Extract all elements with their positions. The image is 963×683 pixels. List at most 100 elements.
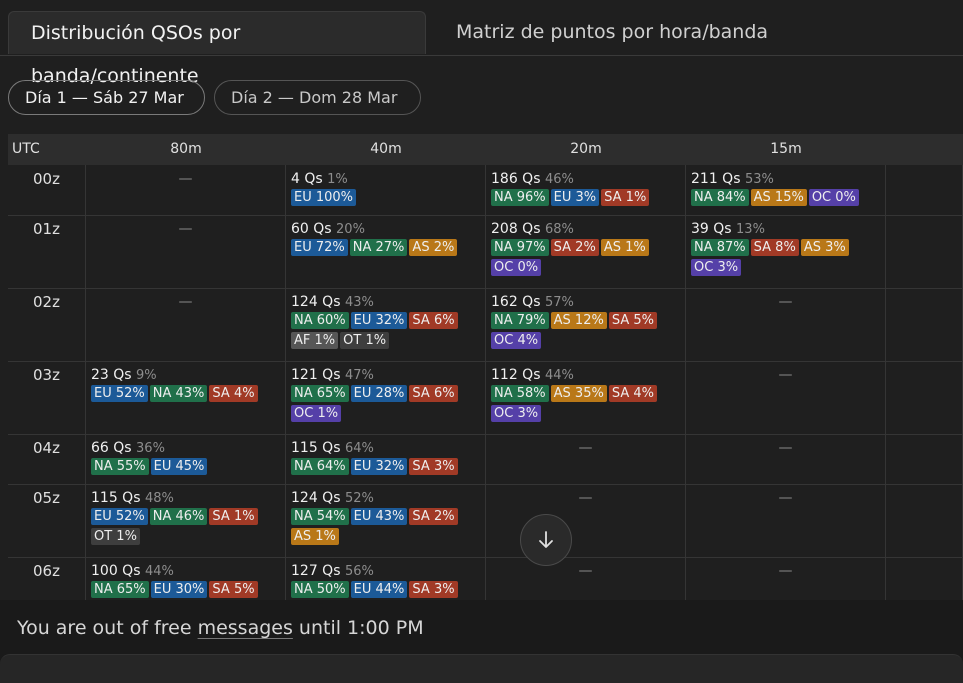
qso-count-value: 121 Qs [291,367,341,383]
continent-badge: EU 28% [350,385,408,402]
notice-suffix: until 1:00 PM [292,617,424,639]
qso-count-value: 186 Qs [491,171,541,187]
utc-cell: 05z [8,484,86,557]
qso-percent: 43% [344,295,374,310]
messages-link[interactable]: messages [197,617,293,639]
qso-percent: 48% [144,491,174,506]
band-cell: 115 Qs 64% NA 64% EU 32% SA 3% [286,434,486,484]
table-header: UTC 80m 40m 20m 15m [8,134,963,165]
continent-badge: AS 3% [800,239,849,256]
band-cell: 60 Qs 20% EU 72% NA 27% AS 2% [286,215,486,288]
band-cell [886,434,963,484]
empty-cell-dash: — [578,440,593,456]
continent-badge: EU 30% [150,581,208,598]
continent-badges: NA 58% AS 35% SA 4% OC 3% [486,383,681,422]
continent-badge: NA 27% [349,239,408,256]
continent-badge: AS 2% [409,239,458,256]
qso-count: 162 Qs 57% [486,288,685,310]
empty-cell-dash: — [778,490,793,506]
empty-cell-dash: — [578,563,593,579]
band-cell: — [86,288,286,361]
band-cell [886,557,963,600]
continent-badges: NA 87% SA 8% AS 3% OC 3% [686,237,881,276]
continent-badges: NA 84% AS 15% OC 0% [686,187,881,206]
continent-badge: SA 6% [409,312,458,329]
continent-badge: NA 65% [91,581,149,598]
continent-badge: OC 0% [491,259,542,276]
qso-percent: 44% [144,564,174,579]
continent-badge: OC 4% [491,332,542,349]
continent-badges: NA 64% EU 32% SA 3% [286,456,481,475]
continent-badge: OC 0% [808,189,859,206]
band-cell: 4 Qs 1% EU 100% [286,165,486,215]
continent-badge: EU 72% [291,239,348,256]
empty-cell-dash: — [778,367,793,383]
utc-cell: 03z [8,361,86,434]
tab-distribucion[interactable]: Distribución QSOs por banda/continente [8,11,426,87]
continent-badge: SA 3% [409,458,458,475]
continent-badge: AS 1% [291,528,339,545]
continent-badges: EU 100% [286,187,481,206]
continent-badge: EU 44% [350,581,408,598]
empty-cell-dash: — [778,440,793,456]
band-cell: 124 Qs 43% NA 60% EU 32% SA 6% AF 1% OT 1% [286,288,486,361]
continent-badges: NA 54% EU 43% SA 2% AS 1% [286,506,481,545]
continent-badges: NA 60% EU 32% SA 6% AF 1% OT 1% [286,310,481,349]
qso-count: 23 Qs 9% [86,361,285,383]
qso-percent: 64% [344,441,374,456]
utc-cell: 01z [8,215,86,288]
qso-count: 60 Qs 20% [286,215,485,237]
band-cell [886,361,963,434]
qso-table: UTC 80m 40m 20m 15m 00z — 4 Qs 1% EU 100% 18… [8,134,963,600]
band-cell: 23 Qs 9% EU 52% NA 43% SA 4% [86,361,286,434]
empty-cell-dash: — [578,490,593,506]
day-1-button[interactable]: Día 1 — Sáb 27 Mar [8,80,205,115]
continent-badges: NA 97% SA 2% AS 1% OC 0% [486,237,681,276]
continent-badge: NA 64% [291,458,349,475]
continent-badge: SA 4% [209,385,258,402]
empty-cell-dash: — [778,563,793,579]
scroll-down-button[interactable] [520,514,572,566]
continent-badge: NA 97% [491,239,549,256]
continent-badges: NA 96% EU 3% SA 1% [486,187,681,206]
continent-badge: EU 52% [91,385,148,402]
header-80m: 80m [170,141,202,157]
band-cell: 127 Qs 56% NA 50% EU 44% SA 3% [286,557,486,600]
qso-count: 115 Qs 48% [86,484,285,506]
continent-badge: AS 1% [600,239,649,256]
qso-count: 186 Qs 46% [486,165,685,187]
continent-badge: SA 5% [209,581,258,598]
empty-cell-dash: — [178,294,193,310]
continent-badge: SA 4% [608,385,657,402]
band-cell: — [686,557,886,600]
qso-count: 208 Qs 68% [486,215,685,237]
header-utc: UTC [12,141,40,157]
continent-badge: SA 1% [209,508,258,525]
band-cell: 124 Qs 52% NA 54% EU 43% SA 2% AS 1% [286,484,486,557]
qso-count: 112 Qs 44% [486,361,685,383]
continent-badge: EU 3% [550,189,600,206]
utc-cell: 00z [8,165,86,215]
qso-percent: 36% [136,441,165,456]
tab-matriz[interactable]: Matriz de puntos por hora/banda [456,21,769,43]
continent-badge: NA 43% [149,385,208,402]
table-row: 00z —4 Qs 1% EU 100% 186 Qs 46% NA 96% EU 3% S… [8,165,963,216]
qso-percent: 68% [544,222,574,237]
continent-badge: SA 1% [601,189,650,206]
table-row: 01z —60 Qs 20% EU 72% NA 27% AS 2% 208 Qs 68%… [8,215,963,289]
continent-badges: NA 65% EU 28% SA 6% OC 1% [286,383,481,422]
header-20m: 20m [570,141,602,157]
band-cell: 66 Qs 36% NA 55% EU 45% [86,434,286,484]
band-cell: — [686,288,886,361]
band-cell: 115 Qs 48% EU 52% NA 46% SA 1% OT 1% [86,484,286,557]
utc-cell: 06z [8,557,86,600]
continent-badge: OC 1% [291,405,342,422]
qso-count-value: 127 Qs [291,563,341,579]
qso-count: 100 Qs 44% [86,557,285,579]
day-2-button[interactable]: Día 2 — Dom 28 Mar [214,80,421,115]
composer-edge [0,654,963,683]
band-cell [886,215,963,288]
continent-badge: AS 35% [550,385,607,402]
qso-count-value: 100 Qs [91,563,141,579]
continent-badge: AS 15% [750,189,807,206]
